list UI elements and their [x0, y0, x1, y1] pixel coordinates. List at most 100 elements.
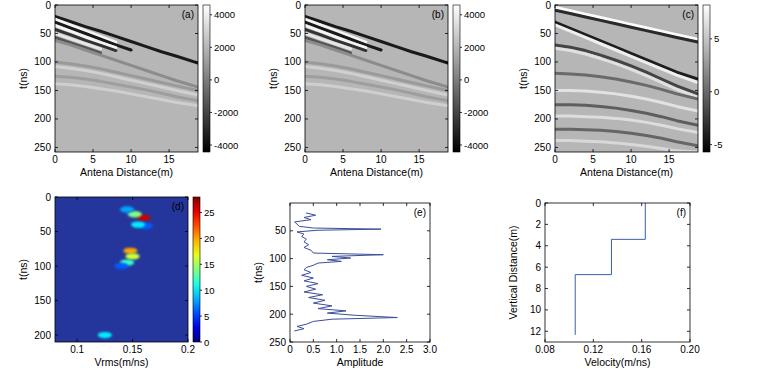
colorbar	[193, 197, 200, 342]
y-tick	[290, 342, 293, 343]
y-tick	[305, 118, 308, 119]
colorbar-tick	[210, 79, 212, 80]
colorbar-tick-label: 4000	[464, 9, 485, 20]
y-tick	[290, 258, 293, 259]
y-tick	[695, 147, 698, 148]
y-tick	[55, 118, 58, 119]
x-tick-label: 3.0	[423, 344, 437, 355]
x-tick	[132, 197, 133, 200]
y-tick	[305, 90, 308, 91]
energy-peak	[131, 221, 145, 227]
y-tick-label: 200	[284, 113, 301, 124]
panel-title: (f)	[677, 207, 686, 218]
reflection-event	[55, 67, 198, 95]
x-tick-label: 1.5	[353, 344, 367, 355]
x-tick	[690, 339, 691, 342]
y-tick-label: 100	[34, 261, 51, 272]
panel: 051015050100150200250Antena Distance(m)t…	[517, 0, 722, 178]
reflection-event	[555, 90, 698, 111]
x-axis-label: Vrms(m/ns)	[95, 356, 149, 368]
colorbar-tick	[200, 316, 202, 317]
x-tick-label: 5	[340, 154, 346, 165]
y-tick	[687, 288, 690, 289]
y-tick-label: 0	[295, 0, 301, 11]
y-tick	[695, 61, 698, 62]
x-tick-label: 10	[376, 154, 388, 165]
colorbar-tick	[200, 342, 202, 343]
y-tick-label: 150	[284, 85, 301, 96]
colorbar-tick-label: 20	[204, 233, 215, 244]
y-axis-label: t(ns)	[267, 68, 279, 89]
y-tick	[555, 61, 558, 62]
reflection-event	[55, 22, 131, 50]
panel-title: (b)	[432, 9, 444, 20]
y-tick	[687, 267, 690, 268]
y-tick	[545, 203, 548, 204]
x-axis-label: Antena Distance(m)	[330, 166, 423, 178]
colorbar-tick	[210, 14, 212, 15]
y-tick	[290, 230, 293, 231]
y-tick-label: 200	[534, 113, 551, 124]
y-tick	[195, 90, 198, 91]
x-tick	[305, 149, 306, 152]
colorbar-tick	[200, 264, 202, 265]
x-tick-label: 0.15	[123, 344, 143, 355]
x-tick	[336, 203, 337, 206]
y-tick	[305, 61, 308, 62]
x-tick-label: 0	[287, 344, 293, 355]
x-tick	[290, 339, 291, 342]
colorbar-tick	[460, 145, 462, 146]
y-tick-label: 50	[40, 28, 52, 39]
y-tick	[695, 33, 698, 34]
x-tick-label: 15	[164, 154, 176, 165]
colorbar-tick	[710, 144, 712, 145]
y-tick-label: 50	[290, 28, 302, 39]
x-tick	[555, 5, 556, 8]
y-tick	[545, 309, 548, 310]
reflection-event	[305, 84, 448, 106]
y-tick-label: 0	[45, 192, 51, 203]
colorbar-tick	[460, 14, 462, 15]
y-tick	[185, 335, 188, 336]
y-tick	[687, 224, 690, 225]
reflection-event	[305, 76, 448, 101]
y-tick-label: 150	[534, 85, 551, 96]
y-tick-label: 10	[530, 304, 542, 315]
colorbar	[453, 5, 460, 152]
x-tick	[313, 203, 314, 206]
y-tick	[55, 266, 58, 267]
reflection-event	[305, 37, 351, 52]
x-tick	[669, 149, 670, 152]
y-tick-label: 200	[34, 330, 51, 341]
panel: 00.51.01.52.02.53.050100150200250Amplitu…	[252, 203, 437, 368]
x-tick	[93, 149, 94, 152]
colorbar-tick-label: 4000	[214, 9, 235, 20]
colorbar-tick	[460, 79, 462, 80]
x-tick	[593, 339, 594, 342]
y-tick-label: 50	[275, 225, 287, 236]
panel-title: (e)	[414, 207, 426, 218]
plot-frame	[55, 197, 188, 342]
reflection-event	[555, 141, 698, 152]
image-background	[55, 5, 198, 152]
x-tick	[360, 339, 361, 342]
y-axis-label: t(ns)	[517, 68, 529, 89]
x-tick	[631, 149, 632, 152]
x-tick	[430, 203, 431, 206]
image-background	[555, 5, 698, 152]
y-tick	[185, 300, 188, 301]
y-tick	[427, 258, 430, 259]
colorbar-tick-label: 10	[204, 285, 215, 296]
colorbar-tick	[210, 47, 212, 48]
y-tick	[445, 147, 448, 148]
x-tick	[188, 197, 189, 200]
x-tick	[169, 5, 170, 8]
reflection-event	[305, 22, 381, 50]
energy-peak	[115, 263, 129, 269]
y-tick	[305, 33, 308, 34]
y-tick	[445, 61, 448, 62]
x-tick	[169, 149, 170, 152]
figure: 051015050100150200250Antena Distance(m)t…	[0, 0, 759, 380]
energy-peak	[123, 248, 137, 254]
colorbar-tick-label: -2000	[214, 107, 238, 118]
